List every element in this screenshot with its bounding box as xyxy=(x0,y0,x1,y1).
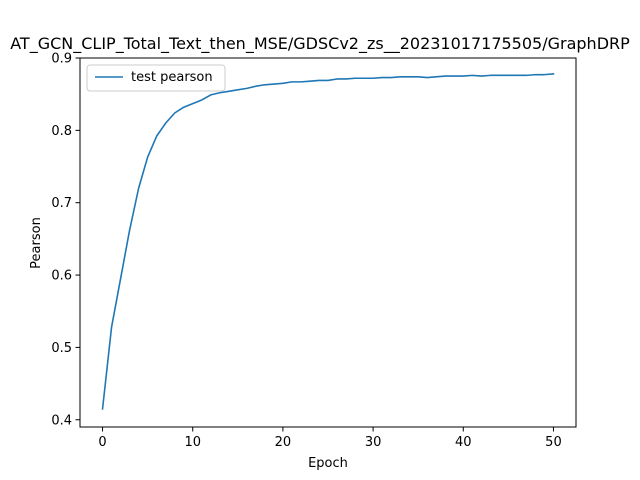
y-tick-label: 0.7 xyxy=(51,196,72,211)
plot-frame xyxy=(79,57,577,428)
plot-area xyxy=(101,73,555,410)
y-axis-label: Pearson xyxy=(29,217,44,269)
series-line-0 xyxy=(101,73,555,410)
legend-box xyxy=(86,64,226,92)
chart-title: AT_GCN_CLIP_Total_Text_then_MSE/GDSCv2_z… xyxy=(10,34,630,54)
legend: test pearson xyxy=(86,64,226,92)
legend-label: test pearson xyxy=(131,70,213,85)
x-tick-label: 40 xyxy=(455,435,472,450)
x-axis: 0 10 20 30 40 50 xyxy=(98,427,562,450)
x-tick-label: 50 xyxy=(545,435,562,450)
x-tick-label: 30 xyxy=(365,435,382,450)
x-axis-label: Epoch xyxy=(308,456,348,471)
y-tick-label: 0.6 xyxy=(51,269,72,284)
y-tick-label: 0.4 xyxy=(51,413,72,428)
x-tick-label: 10 xyxy=(184,435,201,450)
x-tick-label: 20 xyxy=(275,435,292,450)
y-tick-label: 0.8 xyxy=(51,124,72,139)
x-tick-label: 0 xyxy=(98,435,106,450)
y-tick-label: 0.5 xyxy=(51,341,72,356)
y-tick-label: 0.9 xyxy=(51,52,72,67)
y-axis: 0.4 0.5 0.6 0.7 0.8 0.9 xyxy=(51,52,80,428)
